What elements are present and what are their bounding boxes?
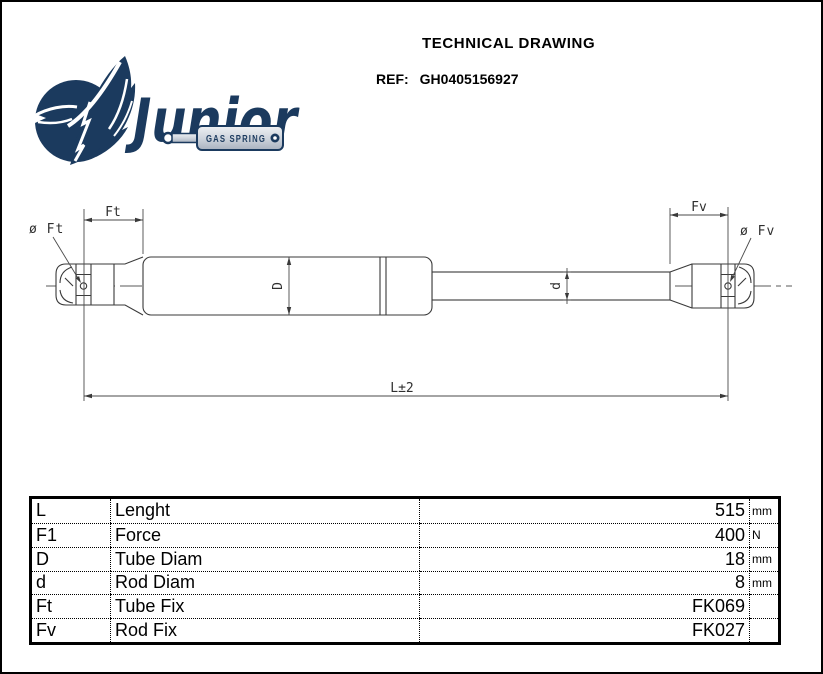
spec-symbol: Ft bbox=[32, 594, 111, 619]
spec-unit bbox=[750, 618, 778, 642]
callout-phi-ft: ø Ft bbox=[29, 222, 81, 283]
spec-value: 18 bbox=[420, 546, 750, 571]
tube bbox=[142, 256, 433, 316]
eagle-emblem bbox=[33, 56, 136, 165]
dimension-ft: Ft bbox=[84, 205, 143, 223]
spec-name: Rod Diam bbox=[111, 570, 420, 595]
brand-logo: Junior GAS SPRING bbox=[32, 54, 302, 172]
spec-table: L Lenght 515 mm F1 Force 400 N D Tube Di… bbox=[29, 496, 781, 645]
spec-symbol: Fv bbox=[32, 618, 111, 642]
length-dim-label: L±2 bbox=[390, 381, 413, 396]
phi-ft-label: ø Ft bbox=[29, 222, 64, 237]
dimension-rod-diam: d bbox=[549, 268, 571, 304]
spec-value: 8 bbox=[420, 570, 750, 595]
spec-unit: mm bbox=[750, 570, 778, 595]
spec-value: FK027 bbox=[420, 618, 750, 642]
spec-name: Lenght bbox=[111, 499, 420, 523]
spec-name: Force bbox=[111, 522, 420, 547]
spec-unit: mm bbox=[752, 503, 772, 518]
spec-unit: mm bbox=[750, 546, 778, 571]
right-fitting bbox=[669, 263, 755, 309]
gas-spring-badge: GAS SPRING bbox=[161, 125, 284, 151]
dimension-tube-diam: D bbox=[271, 257, 292, 315]
spec-symbol: F1 bbox=[32, 522, 111, 547]
brand-tagline: GAS SPRING bbox=[206, 134, 266, 145]
left-fitting bbox=[55, 256, 144, 316]
spec-value: 515 bbox=[420, 499, 750, 523]
callout-phi-fv: ø Fv bbox=[730, 224, 775, 282]
spec-name: Tube Fix bbox=[111, 594, 420, 619]
spec-name: Rod Fix bbox=[111, 618, 420, 642]
fv-dim-label: Fv bbox=[691, 200, 707, 215]
rod-diam-label: d bbox=[549, 282, 564, 290]
spec-symbol: d bbox=[32, 570, 111, 595]
spec-value: FK069 bbox=[420, 594, 750, 619]
spec-value: 400 bbox=[420, 522, 750, 547]
tube-diam-label: D bbox=[271, 282, 286, 290]
ref-value: GH0405156927 bbox=[419, 71, 519, 87]
brand-logo-svg: Junior GAS SPRING bbox=[33, 56, 300, 165]
ref-label: REF: bbox=[376, 71, 409, 87]
left-pin-hole bbox=[79, 282, 88, 290]
page-title: TECHNICAL DRAWING bbox=[422, 35, 596, 52]
phi-fv-label: ø Fv bbox=[740, 224, 775, 239]
spec-symbol: D bbox=[32, 546, 111, 571]
ref-line: REF: GH0405156927 bbox=[376, 71, 519, 87]
gas-spring-drawing: Ft Fv ø Ft ø Fv D bbox=[29, 200, 792, 401]
spec-unit bbox=[750, 594, 778, 618]
ft-dim-label: Ft bbox=[105, 205, 121, 220]
spec-name: Tube Diam bbox=[111, 546, 420, 571]
spec-unit: N bbox=[750, 522, 778, 547]
spec-symbol: L bbox=[32, 499, 111, 523]
dimension-length: L±2 bbox=[84, 381, 728, 399]
dimension-fv: Fv bbox=[670, 200, 728, 218]
